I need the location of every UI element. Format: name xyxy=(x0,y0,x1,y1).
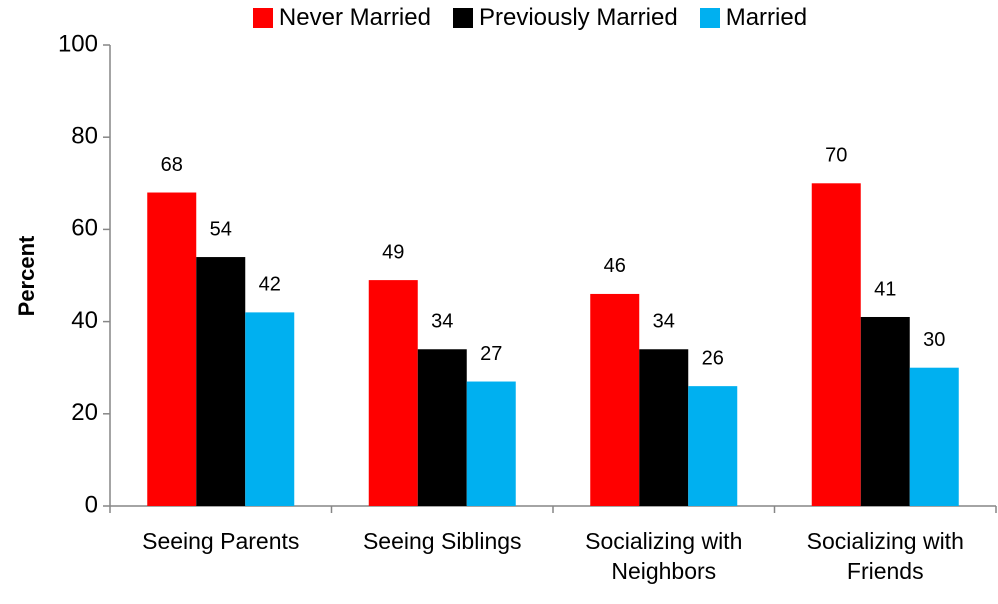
legend-item: Never Married xyxy=(252,4,431,32)
x-tick-label: Seeing Parents xyxy=(142,528,300,554)
value-label: 27 xyxy=(480,343,502,365)
bar xyxy=(196,257,246,506)
value-label: 42 xyxy=(259,274,281,296)
value-label: 49 xyxy=(382,241,404,263)
value-label: 34 xyxy=(431,311,453,333)
legend: Never Married Previously Married Married xyxy=(0,4,998,32)
bar xyxy=(909,367,959,506)
bar xyxy=(417,349,467,506)
value-label: 30 xyxy=(923,329,945,351)
x-tick-label: Seeing Siblings xyxy=(362,528,522,554)
value-label: 26 xyxy=(702,347,724,369)
y-tick-label: 40 xyxy=(71,307,98,334)
bar xyxy=(245,312,295,506)
y-tick-label: 60 xyxy=(71,215,98,242)
legend-swatch xyxy=(252,8,273,28)
y-tick-label: 20 xyxy=(71,399,98,426)
value-label: 46 xyxy=(604,255,626,277)
legend-item: Previously Married xyxy=(452,4,678,32)
legend-item: Married xyxy=(699,4,808,32)
legend-label: Never Married xyxy=(278,4,431,31)
legend-label: Previously Married xyxy=(478,4,678,31)
bar xyxy=(860,316,910,506)
y-axis-label: Percent xyxy=(14,235,39,316)
y-tick-label: 0 xyxy=(85,491,98,518)
y-tick-label: 80 xyxy=(71,123,98,150)
value-label: 34 xyxy=(653,311,675,333)
x-tick-label: Socializing with Friends xyxy=(806,528,964,584)
legend-label: Married xyxy=(725,4,808,31)
bar xyxy=(688,386,738,506)
bar xyxy=(147,192,197,506)
bar xyxy=(811,183,861,507)
bar xyxy=(368,280,418,506)
value-label: 68 xyxy=(161,154,183,176)
y-tick-label: 100 xyxy=(58,30,98,57)
value-label: 70 xyxy=(825,145,847,167)
x-tick-label: Socializing with Neighbors xyxy=(585,528,743,584)
legend-swatch xyxy=(452,8,473,28)
bar xyxy=(639,349,689,506)
legend-swatch xyxy=(699,8,720,28)
bar xyxy=(590,293,640,506)
value-label: 41 xyxy=(874,278,896,300)
value-label: 54 xyxy=(210,218,232,240)
bar xyxy=(466,381,516,506)
